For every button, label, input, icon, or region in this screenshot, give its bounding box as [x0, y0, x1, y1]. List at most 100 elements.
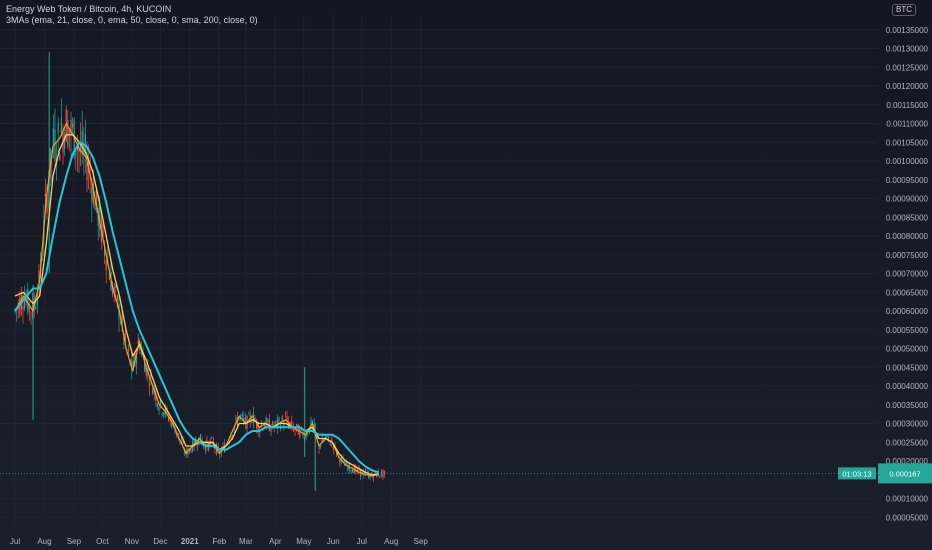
candle-body	[30, 311, 32, 313]
y-tick-label: 0.00075000	[886, 251, 929, 260]
candle-body	[49, 147, 51, 179]
candle-body	[321, 437, 323, 443]
y-tick-label: 0.00115000	[886, 101, 928, 110]
candle-body	[240, 415, 242, 416]
candle-body	[344, 463, 346, 466]
candle-body	[131, 359, 133, 371]
y-tick-label: 0.00100000	[886, 157, 929, 166]
candle-body	[328, 436, 330, 440]
candle-body	[22, 306, 24, 310]
candle-body	[120, 321, 122, 324]
candle-body	[200, 434, 202, 443]
x-tick-label: Oct	[96, 537, 109, 546]
x-tick-label: May	[296, 537, 311, 546]
candle-body	[182, 441, 184, 444]
candle-body	[38, 270, 40, 290]
candle-body	[384, 470, 386, 475]
candle-body	[185, 449, 187, 455]
x-tick-label: Jul	[357, 537, 367, 546]
candle-body	[65, 109, 67, 142]
candle-body	[281, 416, 283, 421]
candle-body	[121, 315, 123, 324]
ema21-line	[14, 122, 379, 477]
candle-body	[270, 427, 272, 432]
candle-body	[316, 438, 318, 439]
y-tick-label: 0.00080000	[886, 232, 929, 241]
y-tick-label: 0.00040000	[886, 382, 929, 391]
y-tick-label: 0.00060000	[886, 307, 929, 316]
candle-body	[64, 134, 66, 149]
candle-body	[369, 474, 371, 479]
candle-body	[364, 471, 366, 476]
candle-body	[52, 128, 54, 148]
candle-body	[232, 435, 234, 437]
indicator-label[interactable]: 3MAs (ema, 21, close, 0, ema, 50, close,…	[6, 15, 258, 25]
candle-body	[243, 417, 245, 421]
countdown-label: 01:03:13	[842, 469, 871, 478]
candle-body	[206, 440, 208, 448]
y-tick-label: 0.00050000	[886, 345, 929, 354]
candle-body	[70, 119, 72, 134]
candle-body	[160, 399, 162, 406]
candle-body	[278, 417, 280, 422]
candle-body	[99, 206, 101, 230]
y-tick-label: 0.00130000	[886, 45, 929, 54]
x-tick-label: Apr	[269, 537, 282, 546]
candle-body	[284, 416, 286, 417]
candle-body	[305, 433, 307, 438]
candle-body	[150, 374, 152, 377]
candle-body	[174, 429, 176, 434]
candle-body	[75, 150, 77, 157]
x-tick-label: Aug	[37, 537, 51, 546]
candle-body	[164, 406, 166, 415]
candle-body	[94, 196, 96, 211]
candle-body	[329, 443, 331, 446]
candle-body	[211, 437, 213, 439]
time-axis[interactable]: Jul Aug Sep Oct Nov Dec 2021 Feb Mar Apr May Jun Jul…	[10, 537, 428, 546]
chart-header: Energy Web Token / Bitcoin, 4h, KUCOIN 3…	[6, 4, 258, 26]
x-tick-label: 2021	[181, 537, 199, 546]
candle-body	[60, 118, 62, 133]
candle-body	[340, 457, 342, 461]
candle-body	[105, 260, 107, 271]
price-axis[interactable]: 0.00135000 0.00130000 0.00125000 0.00120000…	[886, 26, 929, 523]
candle-body	[124, 333, 126, 342]
candle-body	[92, 183, 94, 205]
candle-body	[222, 445, 224, 447]
y-tick-label: 0.00020000	[886, 457, 929, 466]
candle-body	[297, 424, 299, 435]
y-tick-label: 0.00090000	[886, 195, 929, 204]
candle-body	[86, 163, 88, 180]
y-tick-label: 0.00010000	[886, 495, 929, 504]
candle-body	[345, 461, 347, 466]
candle-body	[102, 224, 104, 237]
candle-body	[320, 445, 322, 448]
y-tick-label: 0.00055000	[886, 326, 929, 335]
candle-body	[310, 419, 312, 429]
y-tick-label: 0.00025000	[886, 438, 929, 447]
candle-body	[257, 423, 259, 433]
symbol-title[interactable]: Energy Web Token / Bitcoin, 4h, KUCOIN	[6, 4, 172, 14]
y-tick-label: 0.00065000	[886, 288, 929, 297]
candle-body	[145, 365, 147, 376]
candle-body	[331, 439, 333, 443]
x-tick-label: Jun	[327, 537, 340, 546]
candle-body	[163, 412, 165, 416]
countdown-tag	[838, 467, 876, 480]
moving-averages	[14, 122, 380, 477]
candle-body	[355, 466, 357, 472]
candle-body	[251, 420, 253, 423]
currency-badge[interactable]: BTC	[892, 4, 916, 16]
candle-body	[168, 417, 170, 421]
candle-body	[326, 434, 328, 438]
candle-body	[96, 187, 98, 206]
candle-body	[236, 418, 238, 425]
candle-body	[148, 382, 150, 387]
candle-body	[91, 187, 93, 202]
candle-body	[248, 413, 250, 415]
candle-body	[356, 468, 358, 472]
y-tick-label: 0.00110000	[886, 120, 928, 129]
candle-body	[230, 436, 232, 440]
